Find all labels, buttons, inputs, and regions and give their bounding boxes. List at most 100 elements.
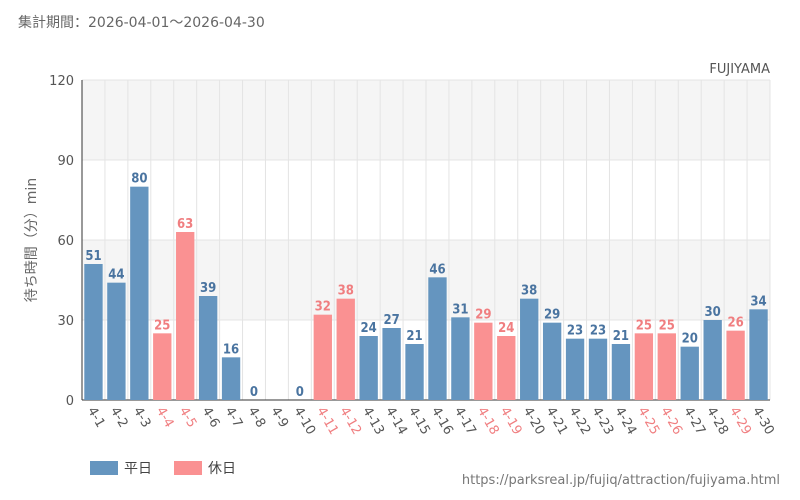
bar-value-label: 0 [250,385,258,400]
x-tick-label: 4-3 [130,405,154,431]
bar [657,333,676,400]
bar [520,298,539,400]
bar-value-label: 25 [659,318,675,333]
bar-value-label: 27 [383,313,399,328]
bar [428,277,447,400]
x-tick-label: 4-16 [428,405,456,438]
y-tick-label: 60 [57,234,74,249]
bar [451,317,470,400]
bar-value-label: 21 [406,329,422,344]
x-tick-label: 4-24 [611,405,639,438]
bar-value-label: 38 [521,284,537,299]
source-url[interactable]: https://parksreal.jp/fujiq/attraction/fu… [461,473,780,488]
bar [221,357,241,400]
bar [726,330,745,400]
x-tick-label: 4-5 [176,405,200,431]
bar [680,346,699,400]
x-tick-label: 4-6 [199,405,223,431]
x-tick-label: 4-26 [657,405,685,438]
period-label: 集計期間：2026-04-01～2026-04-30 [18,15,265,31]
bar [153,333,172,400]
bar-value-label: 46 [429,262,445,277]
x-tick-label: 4-13 [359,405,387,438]
bar-value-label: 21 [613,329,629,344]
bar [542,322,562,400]
bar-value-label: 26 [727,316,743,331]
x-tick-label: 4-27 [680,405,708,438]
bar [382,328,401,400]
bar-value-label: 34 [750,294,766,309]
bar [474,322,493,400]
bar [84,264,103,400]
x-tick-label: 4-7 [222,405,246,431]
legend: 平日 休日 [90,458,258,478]
bar [336,298,355,400]
x-tick-label: 4-19 [497,405,525,438]
legend-holiday-label: 休日 [208,461,236,477]
x-tick-label: 4-29 [726,405,754,438]
y-tick-label: 90 [57,154,74,169]
bar-value-label: 38 [338,284,354,299]
x-tick-label: 4-22 [566,405,594,438]
legend-weekday-label: 平日 [124,461,152,477]
bar [198,296,218,400]
x-tick-label: 4-1 [84,405,108,431]
legend-weekday-swatch [90,461,118,475]
y-tick-label: 120 [49,74,74,89]
bar-value-label: 25 [636,318,652,333]
x-tick-label: 4-8 [245,405,269,431]
bar-value-label: 20 [682,332,698,347]
bar-value-label: 30 [705,305,721,320]
bar [588,338,608,400]
y-tick-label: 30 [57,314,74,329]
bar-value-label: 51 [85,249,101,264]
bar-value-label: 25 [154,318,170,333]
x-tick-label: 4-12 [336,405,364,438]
x-tick-label: 4-15 [405,405,433,438]
bar [107,282,126,400]
bar-value-label: 24 [498,321,514,336]
bar-value-label: 29 [475,308,491,323]
y-axis-title: 待ち時間（分）min [24,178,40,302]
x-tick-label: 4-20 [520,405,548,438]
x-tick-label: 4-25 [634,405,662,438]
y-tick-label: 0 [66,394,74,409]
bar-value-label: 63 [177,217,193,232]
bar-value-label: 44 [108,268,124,283]
attraction-name: FUJIYAMA [709,62,770,77]
x-tick-label: 4-9 [267,405,291,431]
x-tick-label: 4-2 [107,405,131,431]
x-tick-label: 4-21 [543,405,571,438]
bar [176,232,195,400]
bar [405,344,424,400]
bar-value-label: 16 [223,342,239,357]
bar [634,333,654,400]
bar-value-label: 80 [131,172,147,187]
bar-value-label: 23 [590,324,606,339]
bar [359,336,378,400]
bar-value-label: 32 [315,300,331,315]
bar [313,314,332,400]
bar [611,344,631,400]
bar-value-label: 24 [361,321,377,336]
legend-weekday: 平日 [90,458,152,478]
bar-value-label: 23 [567,324,583,339]
bar [497,336,516,400]
bar [749,309,768,400]
bar [703,320,722,400]
x-tick-label: 4-17 [451,405,479,438]
bar-value-label: 31 [452,302,468,317]
x-tick-label: 4-10 [290,405,318,438]
bar-value-label: 39 [200,281,216,296]
x-tick-label: 4-28 [703,405,731,438]
legend-holiday: 休日 [174,458,236,478]
x-tick-label: 4-30 [749,405,777,438]
x-tick-label: 4-18 [474,405,502,438]
x-tick-label: 4-14 [382,405,410,438]
bar [130,186,149,400]
x-tick-label: 4-11 [313,405,341,438]
legend-holiday-swatch [174,461,202,475]
x-tick-label: 4-4 [153,405,177,431]
bar-value-label: 29 [544,308,560,323]
x-tick-label: 4-23 [589,405,617,438]
